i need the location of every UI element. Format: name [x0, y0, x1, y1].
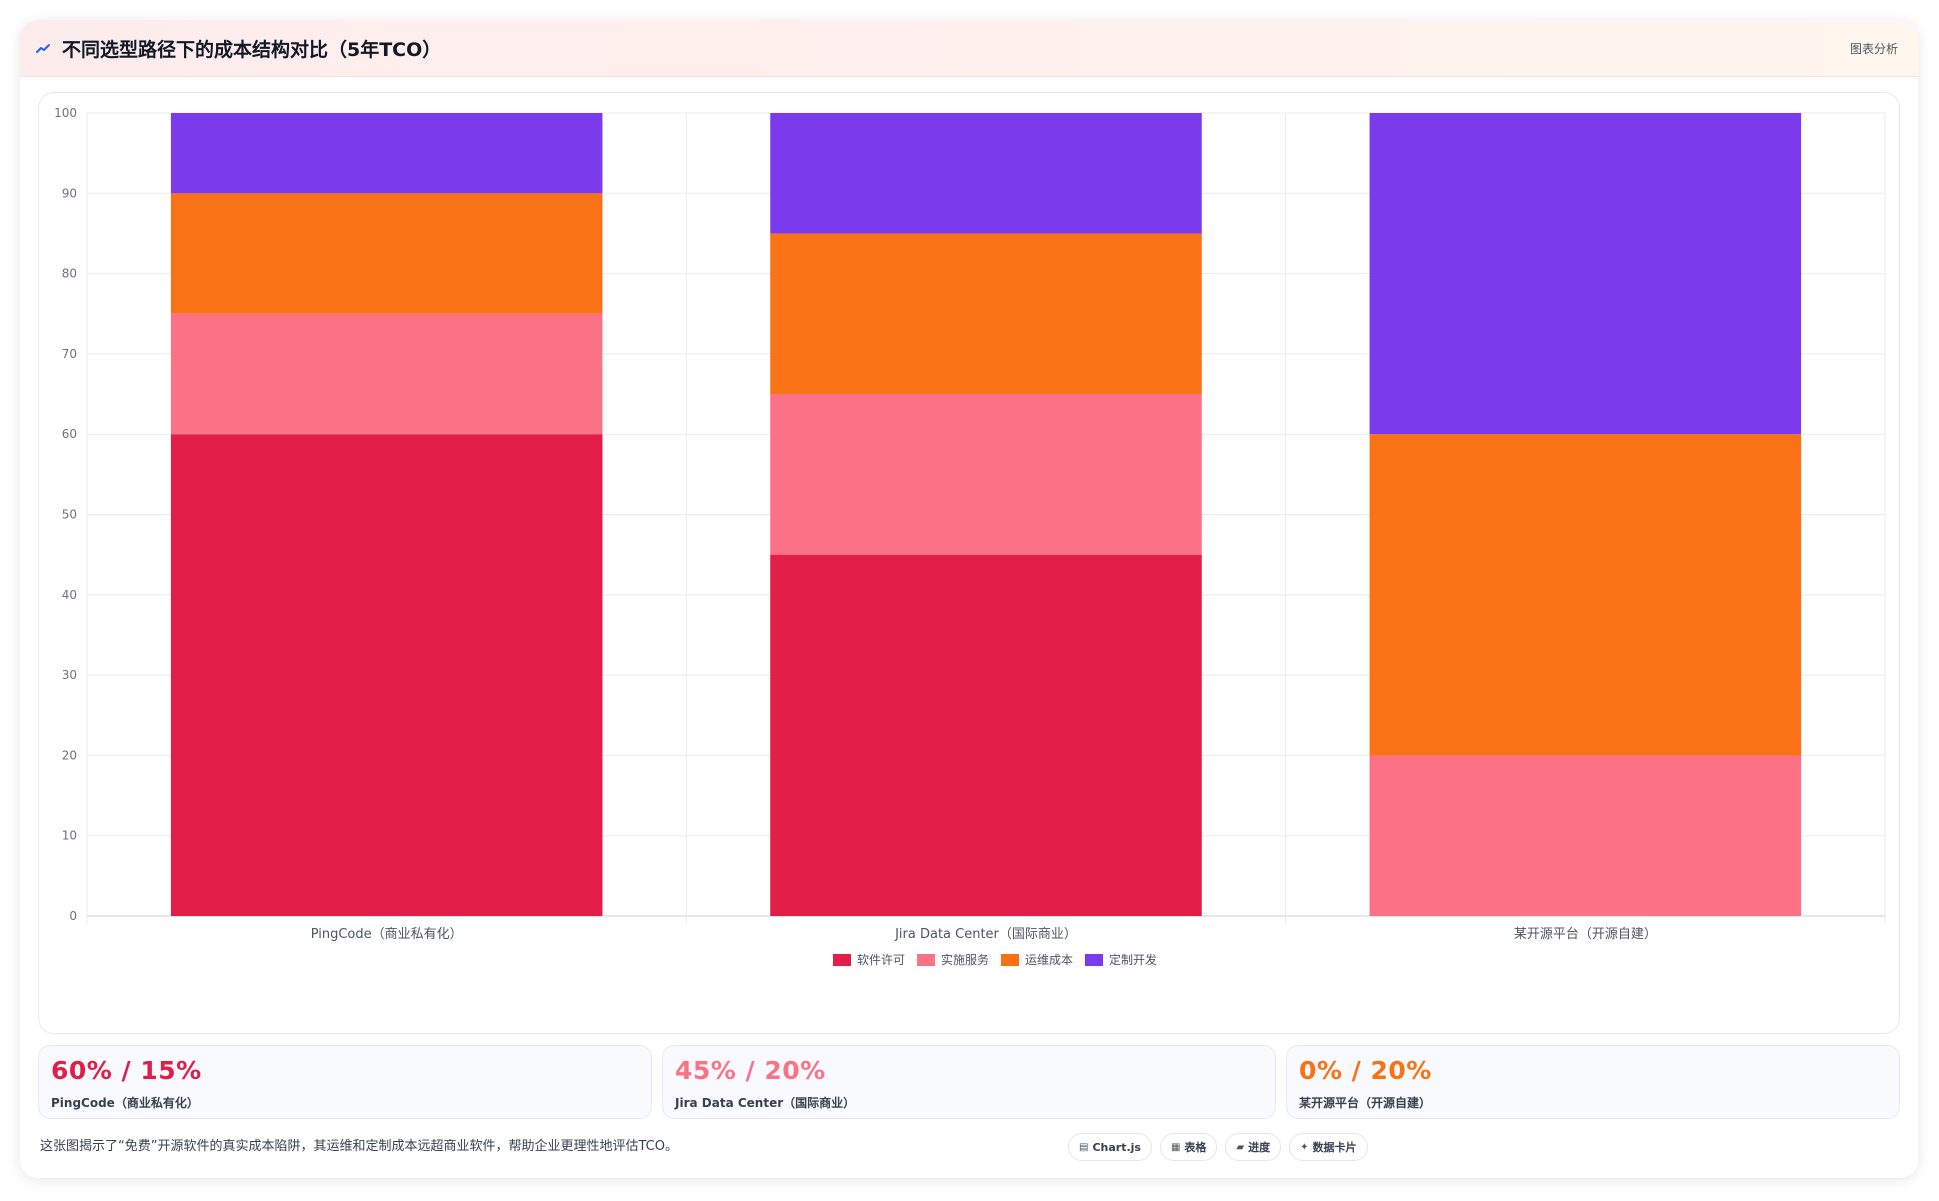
bar-segment: [170, 113, 603, 194]
chart-card: 不同选型路径下的成本结构对比（5年TCO） 图表分析 0 10 20 30 40 50 60…: [20, 20, 1918, 1178]
trend-line-icon: [36, 44, 50, 53]
legend-swatch: [1085, 954, 1103, 966]
legend-label: 软件许可: [857, 953, 905, 967]
stat-value: 45% / 20%: [675, 1056, 826, 1085]
stat-card-open-source: 0% / 20% 某开源平台（开源自建）: [1286, 1045, 1900, 1119]
bar-segment: [170, 434, 603, 916]
y-tick-label: 90: [62, 186, 77, 200]
stat-label: PingCode（商业私有化）: [51, 1096, 199, 1110]
x-tick-label: Jira Data Center（国际商业）: [894, 927, 1077, 942]
legend-swatch: [917, 954, 935, 966]
legend-swatch: [833, 954, 851, 966]
bar-segment: [1369, 113, 1802, 435]
stat-value: 0% / 20%: [1299, 1056, 1432, 1085]
y-tick-label: 30: [62, 668, 77, 682]
legend-label: 定制开发: [1109, 952, 1157, 967]
stat-card-pingcode: 60% / 15% PingCode（商业私有化）: [38, 1045, 652, 1119]
pill-table[interactable]: ▦ 表格: [1159, 1133, 1218, 1161]
legend-label: 实施服务: [941, 952, 989, 967]
y-tick-label: 60: [62, 427, 77, 441]
stat-label: 某开源平台（开源自建）: [1299, 1096, 1432, 1110]
stat-card-jira: 45% / 20% Jira Data Center（国际商业）: [662, 1045, 1276, 1119]
table-icon: ▦: [1170, 1141, 1181, 1153]
stacked-bar-chart: 0 10 20 30 40 50 60 70 80 90 100 PingCode（商业私有化） Jir…: [54, 106, 1886, 967]
bar-segment: [1369, 434, 1802, 756]
tool-pills: ▤ Chart.js ▦ 表格 ▰ 进度 ✦ 数据卡片: [1068, 1133, 1368, 1161]
y-tick-label: 50: [62, 508, 77, 522]
x-tick-label: 某开源平台（开源自建）: [1514, 927, 1657, 942]
page-title: 不同选型路径下的成本结构对比（5年TCO）: [62, 39, 442, 61]
pill-label: Chart.js: [1092, 1140, 1141, 1154]
stat-value: 60% / 15%: [51, 1056, 202, 1085]
bar-segment: [170, 193, 603, 314]
y-tick-label: 80: [62, 267, 77, 281]
pill-label: 表格: [1184, 1141, 1207, 1154]
chart-analysis-tag: 图表分析: [1849, 42, 1898, 56]
y-tick-label: 100: [54, 106, 77, 120]
data-card-icon: ✦: [1300, 1141, 1309, 1153]
bar-segment: [170, 313, 603, 435]
progress-icon: ▰: [1236, 1141, 1245, 1153]
bar-segment: [770, 554, 1202, 916]
y-tick-label: 10: [62, 829, 77, 843]
y-tick-label: 20: [62, 748, 77, 762]
y-tick-label: 70: [62, 347, 77, 361]
bar-segment: [1369, 755, 1802, 916]
stat-label: Jira Data Center（国际商业）: [675, 1096, 856, 1110]
pill-data-card[interactable]: ✦ 数据卡片: [1289, 1133, 1368, 1161]
bar-segment: [770, 233, 1202, 395]
chart-icon: ▤: [1079, 1141, 1089, 1153]
pill-label: 数据卡片: [1312, 1141, 1357, 1154]
bar-segment: [770, 394, 1202, 555]
pill-progress[interactable]: ▰ 进度: [1225, 1133, 1282, 1161]
chart-panel: 0 10 20 30 40 50 60 70 80 90 100 PingCode（商业私有化） Jir…: [38, 92, 1900, 1034]
bar-segment: [770, 113, 1202, 234]
pill-chartjs[interactable]: ▤ Chart.js: [1068, 1133, 1152, 1161]
chart-description: 这张图揭示了“免费”开源软件的真实成本陷阱，其运维和定制成本远超商业软件，帮助企…: [40, 1139, 678, 1154]
pill-label: 进度: [1248, 1141, 1271, 1154]
y-tick-label: 40: [62, 588, 77, 602]
y-tick-label: 0: [69, 909, 77, 923]
legend-swatch: [1001, 954, 1019, 966]
card-header: 不同选型路径下的成本结构对比（5年TCO） 图表分析: [20, 20, 1918, 77]
legend-label: 运维成本: [1025, 953, 1073, 967]
x-tick-label: PingCode（商业私有化）: [311, 927, 463, 942]
